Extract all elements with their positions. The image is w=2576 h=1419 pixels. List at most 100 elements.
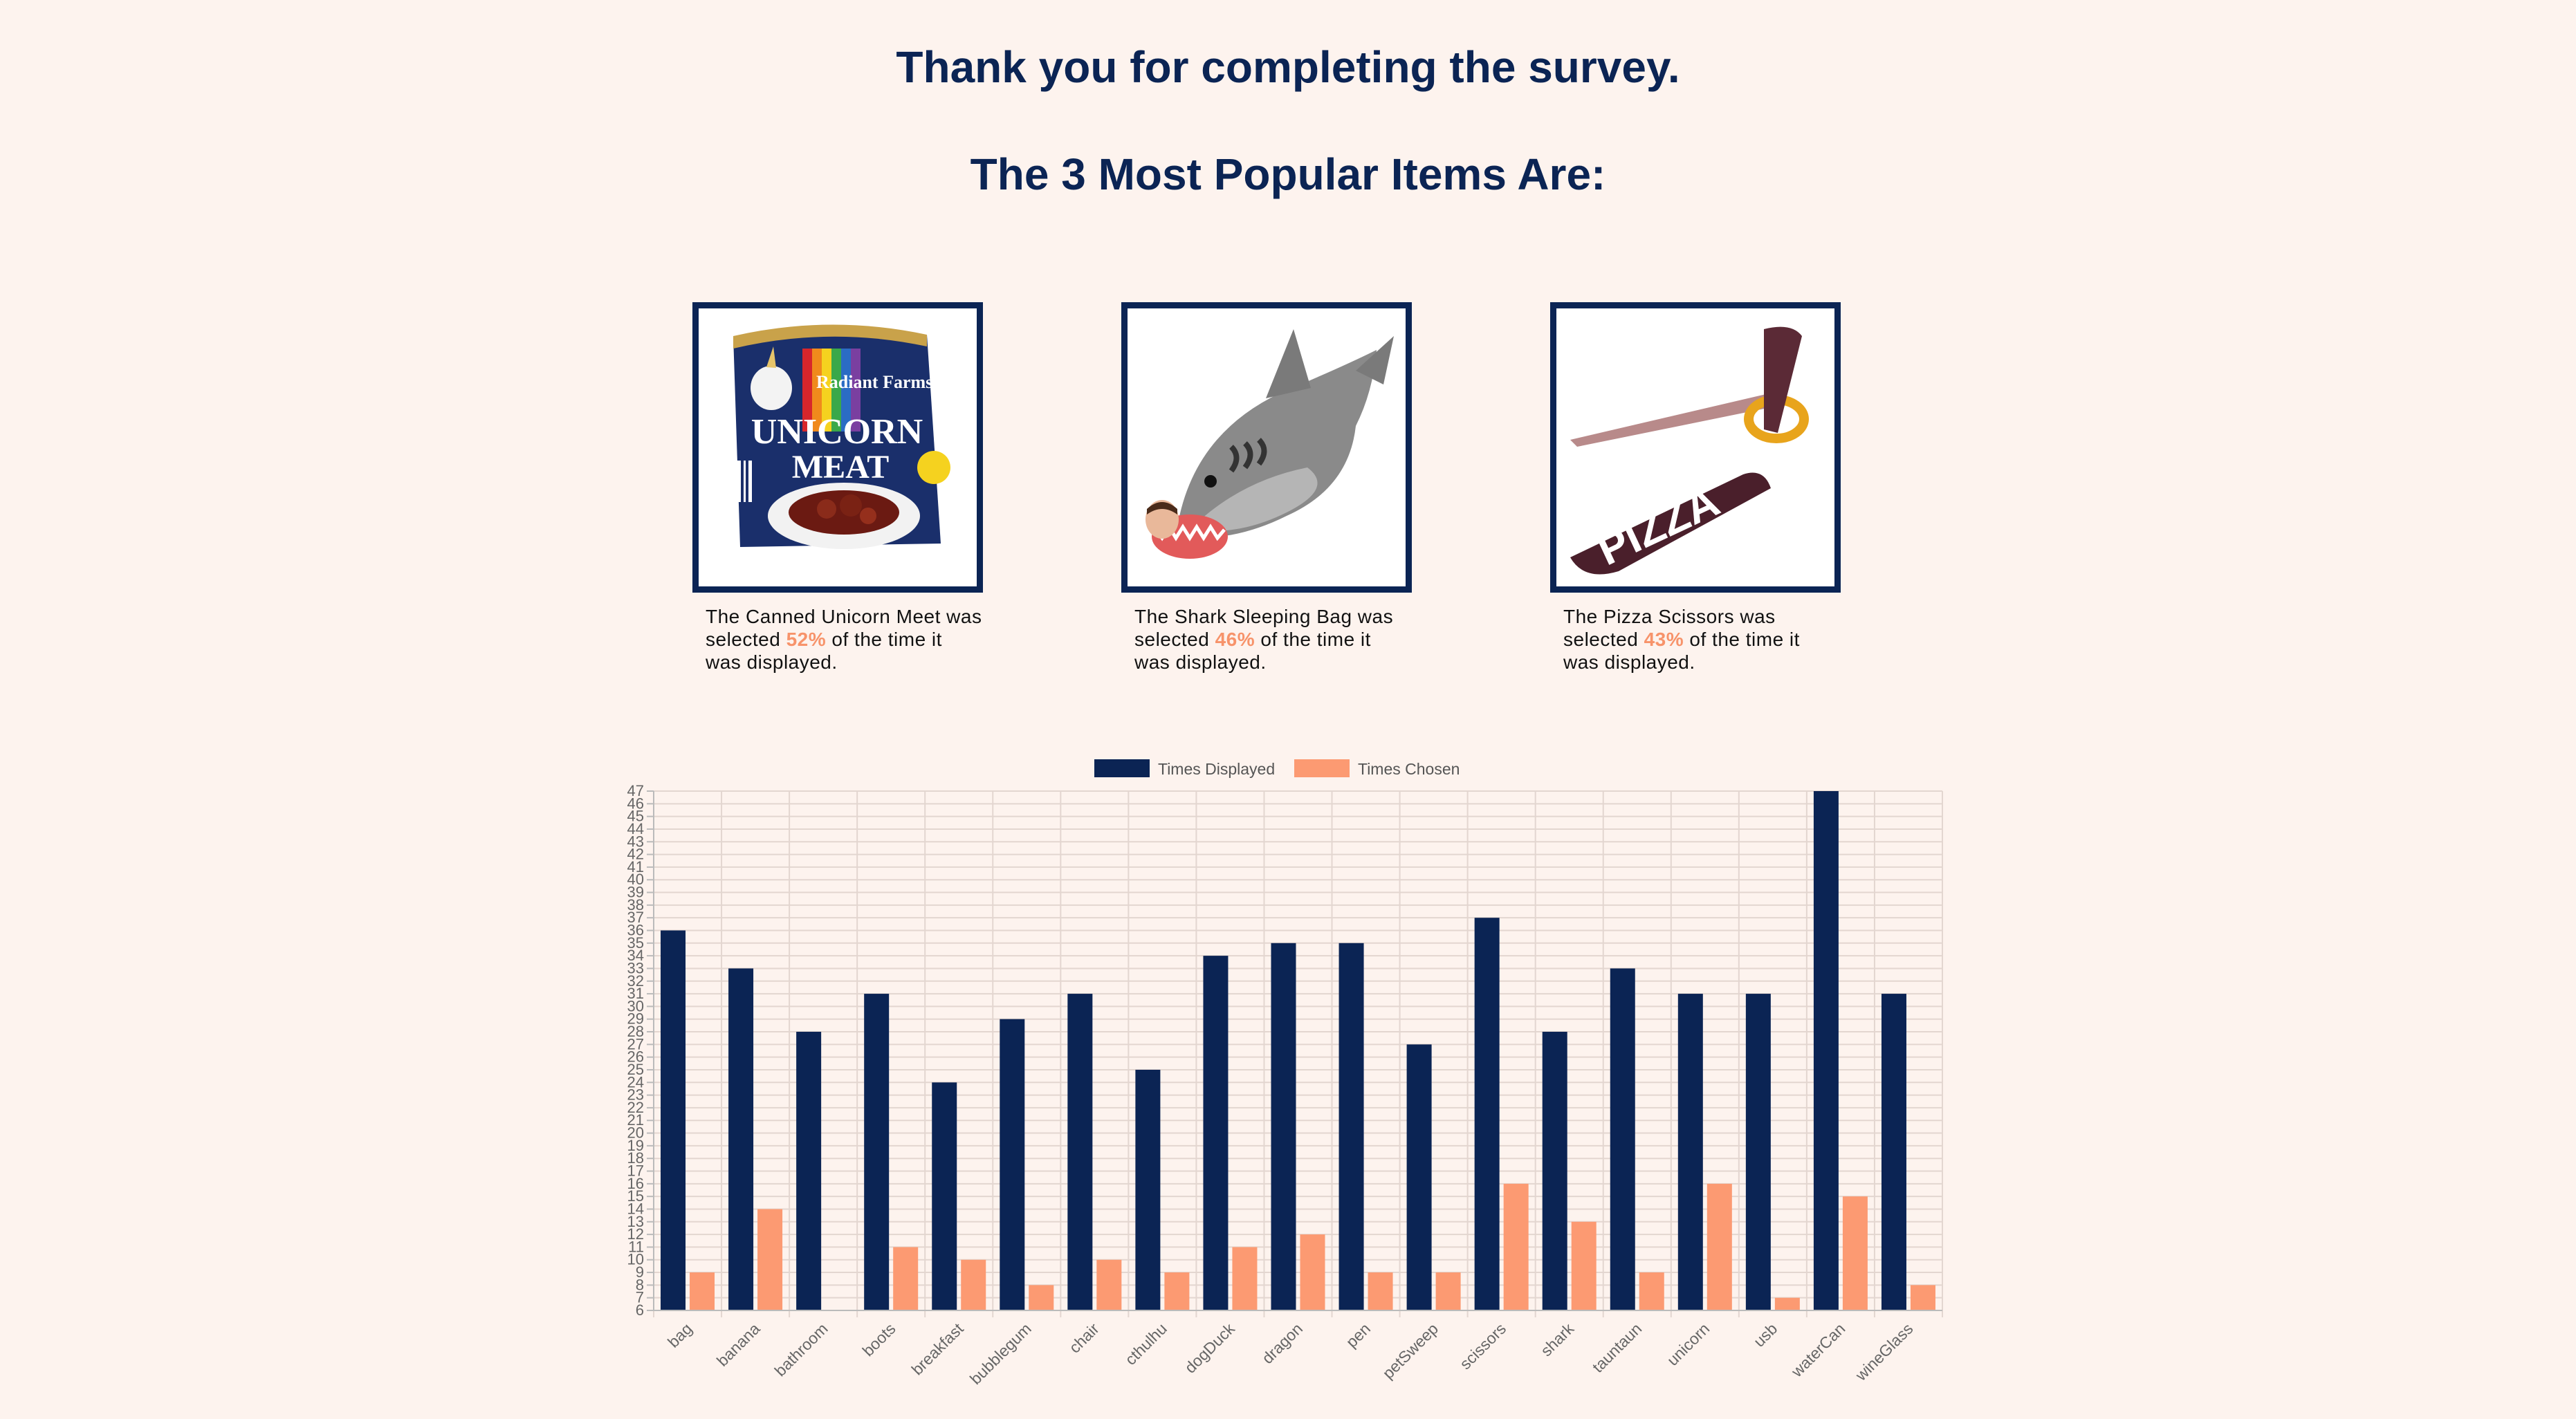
bar-times-chosen-scissors[interactable] [1503,1183,1529,1310]
bar-times-chosen-tauntaun[interactable] [1639,1272,1664,1310]
bar-times-displayed-bubblegum[interactable] [1000,1019,1025,1310]
selection-percent: 46% [1215,629,1255,650]
x-tick-label-scissors: scissors [1456,1319,1509,1373]
item-caption: The Canned Unicorn Meet was selected 52%… [692,605,982,674]
bar-times-displayed-cthulhu[interactable] [1135,1069,1161,1310]
y-tick-label: 22 [627,1099,644,1116]
y-tick-label: 7 [636,1289,644,1306]
bar-times-chosen-banana[interactable] [757,1209,783,1310]
y-tick-label: 29 [627,1010,644,1028]
x-tick-label-bubblegum: bubblegum [966,1319,1035,1388]
caption-suffix: of the time it was displayed. [706,629,942,673]
x-tick-label-dogDuck: dogDuck [1181,1319,1238,1377]
bar-times-displayed-dogDuck[interactable] [1203,956,1229,1310]
item-caption: The Shark Sleeping Bag was selected 46% … [1121,605,1411,674]
y-tick-label: 37 [627,909,644,926]
y-tick-label: 46 [627,795,644,812]
y-tick-label: 40 [627,871,644,888]
bar-times-displayed-pen[interactable] [1338,943,1364,1310]
y-tick-label: 20 [627,1124,644,1142]
bar-times-chosen-unicorn[interactable] [1706,1183,1732,1310]
bar-times-displayed-boots[interactable] [864,994,890,1310]
y-tick-label: 16 [627,1175,644,1192]
x-tick-label-cthulhu: cthulhu [1121,1319,1170,1369]
y-tick-label: 25 [627,1061,644,1078]
y-tick-label: 13 [627,1213,644,1230]
item-image-frame[interactable]: PIZZA [1550,302,1841,593]
bar-times-chosen-dogDuck[interactable] [1232,1247,1258,1310]
y-tick-label: 30 [627,997,644,1014]
y-tick-label: 23 [627,1086,644,1104]
caption-prefix: The Pizza Scissors was selected [1563,606,1776,650]
legend-swatch-times-displayed[interactable] [1094,759,1150,777]
bar-times-chosen-dragon[interactable] [1300,1234,1325,1310]
item-image-frame[interactable] [1121,302,1412,593]
bar-times-displayed-usb[interactable] [1745,994,1771,1310]
y-tick-label: 19 [627,1137,644,1154]
legend-label-times-chosen[interactable]: Times Chosen [1358,760,1460,778]
top-item-1: Radiant Farms UNICORN MEAT The Canned Un… [692,302,983,674]
bar-times-displayed-tauntaun[interactable] [1610,968,1635,1310]
bar-times-displayed-wineGlass[interactable] [1881,994,1906,1310]
bar-times-displayed-breakfast[interactable] [932,1082,957,1310]
shark-sleeping-bag-image [1128,308,1406,586]
selection-percent: 43% [1644,629,1684,650]
bar-times-chosen-breakfast[interactable] [961,1259,986,1310]
legend-label-times-displayed[interactable]: Times Displayed [1158,760,1275,778]
can-label-line-2: MEAT [792,449,889,485]
y-tick-label: 27 [627,1035,644,1052]
y-tick-label: 17 [627,1162,644,1180]
bar-times-displayed-dragon[interactable] [1271,943,1296,1310]
y-tick-label: 44 [627,820,644,837]
x-tick-label-bathroom: bathroom [771,1319,831,1380]
caption-prefix: The Shark Sleeping Bag was selected [1134,606,1394,650]
y-tick-label: 18 [627,1149,644,1167]
y-tick-label: 21 [627,1111,644,1129]
item-caption: The Pizza Scissors was selected 43% of t… [1550,605,1840,674]
y-axis: 6789101112131415161718192021222324252627… [627,782,654,1319]
y-tick-label: 45 [627,808,644,825]
chart-legend: Times Displayed Times Chosen [1094,759,1460,778]
bar-times-chosen-shark[interactable] [1571,1221,1597,1310]
caption-suffix: of the time it was displayed. [1563,629,1800,673]
bar-times-chosen-waterCan[interactable] [1842,1196,1868,1310]
bar-times-chosen-chair[interactable] [1096,1259,1122,1310]
bar-times-displayed-banana[interactable] [728,968,754,1310]
bar-times-displayed-chair[interactable] [1067,994,1093,1310]
caption-prefix: The Canned Unicorn Meet was selected [706,606,982,650]
bar-times-displayed-bag[interactable] [661,930,686,1310]
bar-times-chosen-usb[interactable] [1774,1297,1800,1310]
popular-items-heading: The 3 Most Popular Items Are: [970,149,1606,199]
bar-times-chosen-bubblegum[interactable] [1029,1285,1054,1310]
y-tick-label: 24 [627,1073,644,1091]
y-tick-label: 6 [636,1301,644,1319]
top-item-2: The Shark Sleeping Bag was selected 46% … [1121,302,1412,674]
x-tick-label-wineGlass: wineGlass [1851,1319,1916,1384]
y-tick-label: 33 [627,959,644,976]
y-tick-label: 41 [627,858,644,875]
x-tick-label-banana: banana [713,1319,764,1370]
bar-times-chosen-petSweep[interactable] [1435,1272,1461,1310]
x-tick-label-pen: pen [1343,1319,1374,1351]
bar-times-chosen-boots[interactable] [893,1247,919,1310]
y-tick-label: 15 [627,1187,644,1205]
y-tick-label: 12 [627,1225,644,1243]
bar-times-displayed-unicorn[interactable] [1677,994,1703,1310]
y-tick-label: 42 [627,846,644,863]
bar-times-displayed-shark[interactable] [1542,1032,1567,1310]
x-axis: bag banana bathroom boots breakfast bubblegum… [654,1310,1942,1388]
bar-times-chosen-bag[interactable] [690,1272,715,1310]
x-tick-label-bag: bag [664,1319,696,1351]
item-image-frame[interactable]: Radiant Farms UNICORN MEAT [692,302,983,593]
y-tick-label: 47 [627,782,644,799]
bar-times-displayed-scissors[interactable] [1474,918,1500,1310]
x-tick-label-shark: shark [1537,1319,1578,1360]
bar-times-displayed-petSweep[interactable] [1406,1044,1432,1310]
bar-times-chosen-cthulhu[interactable] [1164,1272,1190,1310]
legend-swatch-times-chosen[interactable] [1294,759,1350,777]
bar-times-chosen-pen[interactable] [1368,1272,1393,1310]
bar-times-displayed-bathroom[interactable] [796,1032,822,1310]
bar-times-displayed-waterCan[interactable] [1813,791,1839,1310]
top-item-3: PIZZA The Pizza Scissors was selected 43… [1550,302,1841,674]
bar-times-chosen-wineGlass[interactable] [1910,1285,1935,1310]
